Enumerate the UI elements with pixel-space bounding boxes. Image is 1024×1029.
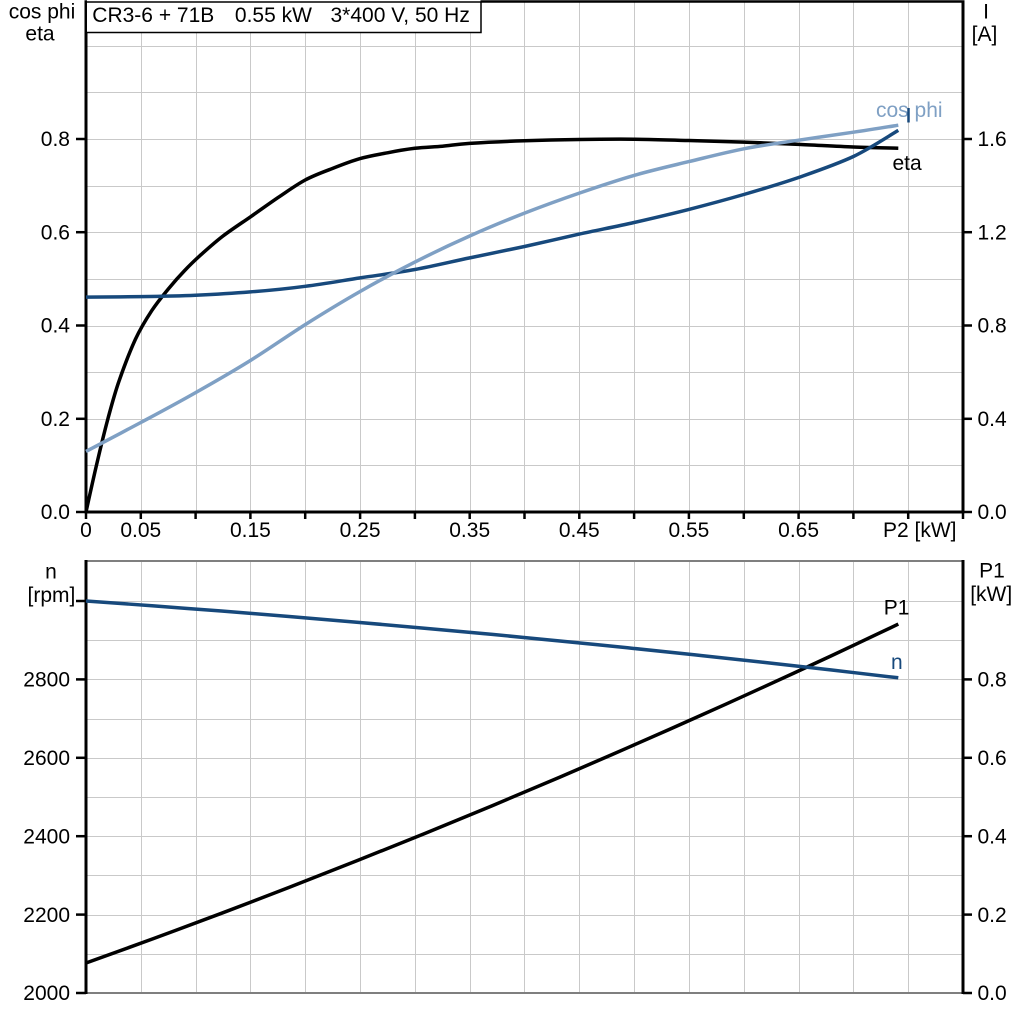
svg-text:0.65: 0.65 — [778, 519, 819, 542]
svg-text:I: I — [983, 1, 989, 24]
svg-text:3*400 V, 50 Hz: 3*400 V, 50 Hz — [331, 4, 470, 27]
svg-text:0.0: 0.0 — [978, 501, 1007, 524]
svg-text:[A]: [A] — [972, 23, 998, 46]
svg-text:0.6: 0.6 — [41, 221, 70, 244]
svg-text:0.05: 0.05 — [120, 519, 161, 542]
svg-text:0: 0 — [80, 519, 92, 542]
svg-text:P2 [kW]: P2 [kW] — [883, 519, 957, 542]
svg-text:n: n — [891, 651, 903, 674]
svg-text:0.45: 0.45 — [559, 519, 600, 542]
svg-text:0.0: 0.0 — [978, 982, 1007, 1005]
svg-text:CR3-6 + 71B: CR3-6 + 71B — [92, 4, 214, 27]
svg-text:0.25: 0.25 — [340, 519, 381, 542]
svg-text:0.8: 0.8 — [41, 128, 70, 151]
svg-text:2600: 2600 — [23, 747, 70, 770]
svg-text:2400: 2400 — [23, 825, 70, 848]
svg-text:0.55 kW: 0.55 kW — [235, 4, 312, 27]
svg-text:0.4: 0.4 — [41, 315, 71, 338]
svg-text:1.2: 1.2 — [978, 221, 1007, 244]
svg-text:P1: P1 — [884, 597, 910, 620]
svg-text:P1: P1 — [979, 560, 1005, 583]
svg-text:2800: 2800 — [23, 669, 70, 692]
svg-text:0.8: 0.8 — [978, 315, 1007, 338]
svg-text:0.4: 0.4 — [978, 825, 1008, 848]
svg-text:0.2: 0.2 — [978, 904, 1007, 927]
svg-text:0.6: 0.6 — [978, 747, 1007, 770]
svg-text:eta: eta — [893, 152, 923, 175]
svg-text:2000: 2000 — [23, 982, 70, 1005]
svg-text:0.8: 0.8 — [978, 669, 1007, 692]
svg-text:0.35: 0.35 — [449, 519, 490, 542]
svg-text:0.4: 0.4 — [978, 408, 1008, 431]
svg-text:0.15: 0.15 — [230, 519, 271, 542]
svg-text:0.55: 0.55 — [668, 519, 709, 542]
svg-text:[kW]: [kW] — [970, 583, 1012, 606]
svg-text:2200: 2200 — [23, 904, 70, 927]
svg-text:0.0: 0.0 — [41, 501, 70, 524]
svg-text:eta: eta — [25, 23, 55, 46]
svg-text:0.2: 0.2 — [41, 408, 70, 431]
svg-text:cos phi: cos phi — [9, 1, 76, 24]
svg-text:n: n — [45, 561, 57, 584]
svg-text:[rpm]: [rpm] — [28, 584, 76, 607]
svg-text:1.6: 1.6 — [978, 128, 1007, 151]
